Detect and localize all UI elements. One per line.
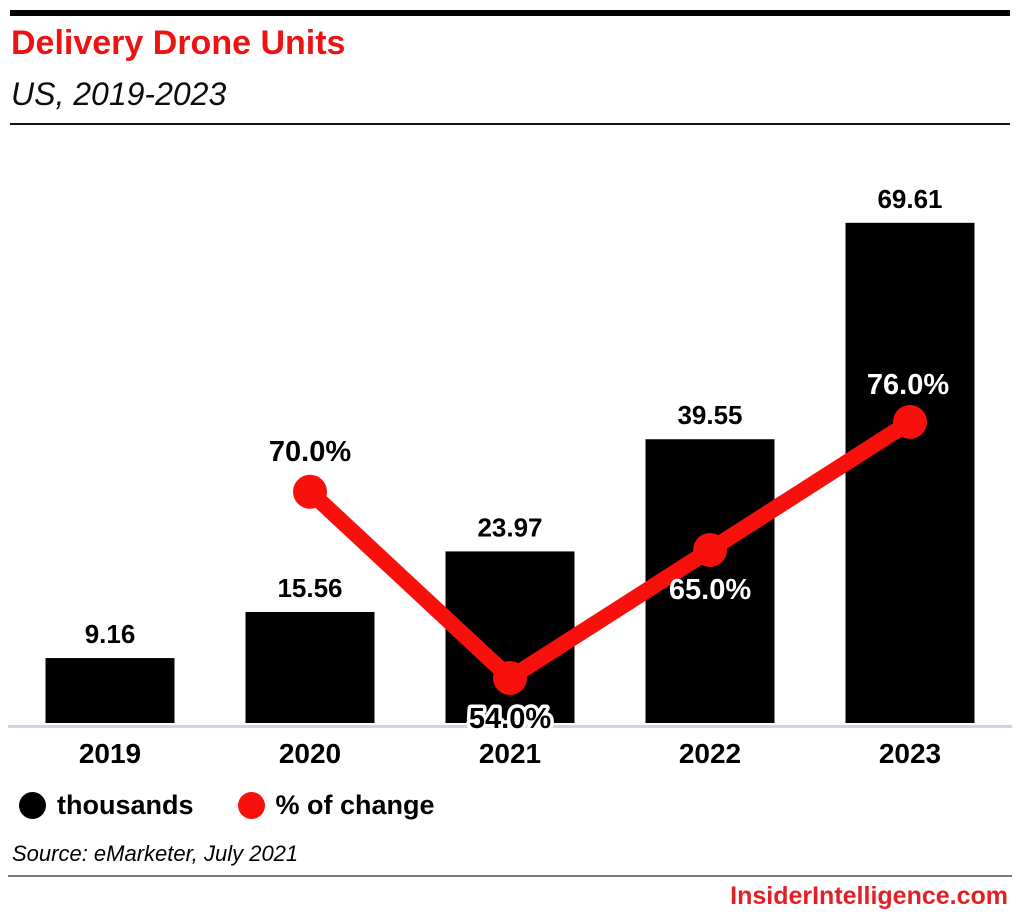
pct-change-point-2021 [493, 661, 527, 695]
brand-link[interactable]: InsiderIntelligence.com [730, 882, 1008, 910]
legend-item-pct-change: % of change [237, 790, 435, 820]
bar-value-label-2022: 39.55 [677, 400, 742, 430]
x-tick-label-2022: 2022 [679, 738, 741, 769]
legend-label-thousands: thousands [57, 790, 194, 820]
bar-2019 [45, 658, 175, 723]
bar-value-label-2023: 69.61 [877, 184, 942, 214]
bar-2023 [845, 222, 975, 724]
chart-subtitle: US, 2019-2023 [11, 76, 227, 112]
header-divider [10, 123, 1010, 125]
source-note: Source: eMarketer, July 2021 [12, 841, 299, 866]
top-accent-bar [10, 10, 1010, 16]
legend-swatch-pct-change-icon [237, 792, 265, 819]
chart-legend: thousands % of change [19, 792, 435, 819]
x-tick-label-2019: 2019 [79, 738, 141, 769]
pct-change-line [304, 415, 915, 689]
bar-2020 [245, 611, 375, 723]
pct-change-label-2020: 70.0% [269, 436, 351, 468]
pct-change-label-2021: 54.0% [469, 703, 551, 735]
bar-value-label-2021: 23.97 [477, 512, 542, 542]
legend-label-pct-change: % of change [275, 790, 435, 820]
bar-value-label-2019: 9.16 [85, 619, 136, 649]
footer-divider [8, 875, 1012, 877]
pct-change-point-2020 [293, 474, 327, 509]
legend-item-thousands: thousands [19, 792, 194, 819]
pct-change-label-2022: 65.0% [669, 574, 751, 606]
legend-swatch-thousands-icon [19, 792, 46, 819]
chart-title: Delivery Drone Units [11, 24, 346, 62]
pct-change-label-2023: 76.0% [867, 369, 949, 401]
x-tick-label-2020: 2020 [279, 738, 341, 769]
pct-change-point-2023 [893, 404, 927, 439]
pct-change-point-2022 [693, 532, 727, 567]
x-tick-label-2021: 2021 [479, 738, 541, 769]
bar-value-label-2020: 15.56 [277, 573, 342, 603]
x-tick-label-2023: 2023 [879, 738, 941, 769]
